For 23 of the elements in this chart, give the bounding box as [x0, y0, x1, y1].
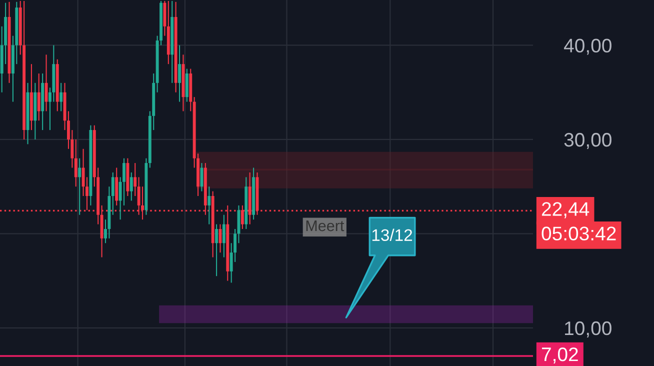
candlestick	[37, 72, 40, 122]
candlestick	[134, 162, 137, 197]
candlestick	[185, 68, 188, 102]
ref-line-label: 7,02	[542, 347, 578, 364]
candlestick	[178, 44, 181, 102]
candlestick	[74, 138, 78, 188]
candlestick	[111, 172, 114, 216]
candlestick	[78, 158, 82, 216]
y-tick-label: 30,00	[564, 132, 612, 149]
candlestick	[163, 0, 166, 36]
text: 05:03:42	[542, 226, 616, 240]
candlestick	[200, 162, 204, 192]
annotation: 13/12	[372, 228, 412, 241]
candlestick	[208, 186, 211, 225]
candlestick	[222, 214, 226, 258]
candlestick	[215, 224, 218, 277]
y-tick-label: 40,00	[564, 38, 612, 55]
ref-line-label: 22,44	[542, 202, 590, 218]
candlestick	[60, 82, 63, 112]
candlestick	[130, 172, 133, 202]
candlestick	[115, 167, 118, 206]
y-tick-label: 10,00	[565, 321, 612, 338]
annotation: Meert	[306, 220, 344, 232]
